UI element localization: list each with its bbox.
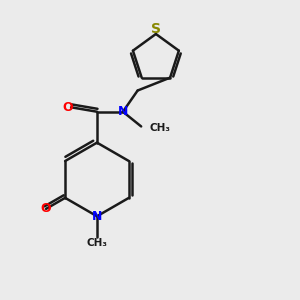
Text: O: O (41, 202, 51, 215)
Text: S: S (152, 22, 161, 36)
Text: CH₃: CH₃ (150, 123, 171, 133)
Text: N: N (118, 105, 128, 118)
Text: N: N (92, 210, 102, 223)
Text: O: O (62, 101, 73, 114)
Text: CH₃: CH₃ (86, 238, 107, 248)
